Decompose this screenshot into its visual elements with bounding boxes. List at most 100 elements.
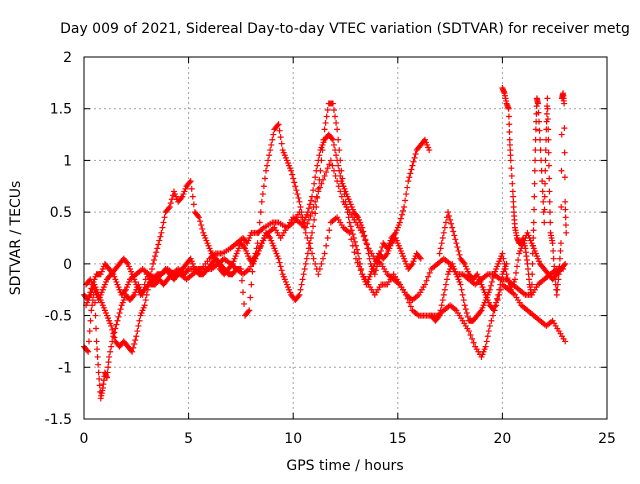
data-point (556, 263, 563, 270)
x-tick-label: 0 (80, 431, 89, 447)
data-point (437, 245, 444, 252)
data-point (536, 118, 543, 125)
data-point (440, 291, 447, 298)
data-point (515, 256, 522, 263)
data-point (151, 256, 158, 263)
data-point (320, 255, 327, 262)
data-point (339, 175, 346, 182)
plot-frame (83, 56, 608, 420)
data-point (93, 325, 100, 332)
data-point (344, 209, 351, 216)
data-point (298, 281, 305, 288)
data-point (330, 167, 337, 174)
data-point (412, 150, 419, 157)
data-point (298, 209, 305, 216)
data-point (309, 193, 316, 200)
data-point (301, 266, 308, 273)
data-point (557, 247, 564, 254)
data-point (544, 95, 551, 102)
data-point (237, 266, 244, 273)
data-point (323, 113, 330, 120)
data-point (341, 191, 348, 198)
data-point (360, 228, 367, 235)
data-point (509, 188, 516, 195)
data-point (135, 322, 142, 329)
data-point (329, 100, 336, 107)
data-point (265, 157, 272, 164)
data-point (276, 127, 283, 134)
data-point (93, 338, 100, 345)
data-point (131, 341, 138, 348)
data-point (408, 262, 415, 269)
data-point (450, 228, 457, 235)
y-axis-title: SDTVAR / TECUs (8, 181, 24, 296)
data-point (292, 183, 299, 190)
data-point (239, 289, 246, 296)
data-point (335, 136, 342, 143)
data-point (495, 291, 502, 298)
data-point (312, 198, 319, 205)
data-point (469, 335, 476, 342)
data-point (544, 116, 551, 123)
data-point (561, 174, 568, 181)
data-point (228, 262, 235, 269)
data-point (562, 198, 569, 205)
data-point (547, 219, 554, 226)
y-tick-label: -1.5 (45, 412, 72, 428)
data-point (493, 299, 500, 306)
data-point (404, 184, 411, 191)
data-point (364, 245, 371, 252)
data-point (448, 220, 455, 227)
data-point (316, 152, 323, 159)
data-point (198, 222, 205, 229)
data-point (403, 191, 410, 198)
data-point (95, 369, 102, 376)
data-point (366, 255, 373, 262)
data-point (436, 312, 443, 319)
data-point (129, 348, 136, 355)
data-point (305, 205, 312, 212)
data-point (488, 278, 495, 285)
data-point (528, 281, 535, 288)
chart-title: Day 009 of 2021, Sidereal Day-to-day VTE… (60, 21, 630, 37)
data-point (329, 162, 336, 169)
data-point (348, 227, 355, 234)
data-point (340, 183, 347, 190)
y-tick-label: 0.5 (50, 205, 72, 221)
data-point (531, 180, 538, 187)
data-point (275, 121, 282, 128)
data-point (278, 140, 285, 147)
data-point (134, 328, 141, 335)
data-point (304, 220, 311, 227)
data-point (255, 229, 262, 236)
data-point (190, 201, 197, 208)
data-point (426, 269, 433, 276)
data-point (507, 147, 514, 154)
data-point (562, 260, 569, 267)
data-point (439, 235, 446, 241)
data-point (510, 193, 517, 200)
data-point (302, 260, 309, 267)
data-point (449, 224, 456, 231)
x-axis-title: GPS time / hours (286, 458, 403, 474)
data-point (328, 135, 335, 142)
data-point (455, 247, 462, 254)
data-point (557, 240, 564, 247)
data-point (555, 276, 562, 283)
data-point (313, 203, 320, 210)
data-point (276, 259, 283, 266)
data-point (460, 259, 467, 266)
data-point (514, 263, 521, 270)
data-point (545, 136, 552, 143)
series-trace-d (83, 100, 424, 319)
data-point (402, 197, 409, 204)
data-point (247, 294, 254, 301)
data-point (553, 291, 560, 298)
data-point (323, 242, 330, 249)
data-point (321, 126, 328, 133)
data-point (561, 262, 568, 269)
data-point (511, 276, 518, 283)
data-point (454, 244, 461, 251)
y-tick-label: 1 (63, 153, 72, 169)
data-point (238, 277, 245, 284)
